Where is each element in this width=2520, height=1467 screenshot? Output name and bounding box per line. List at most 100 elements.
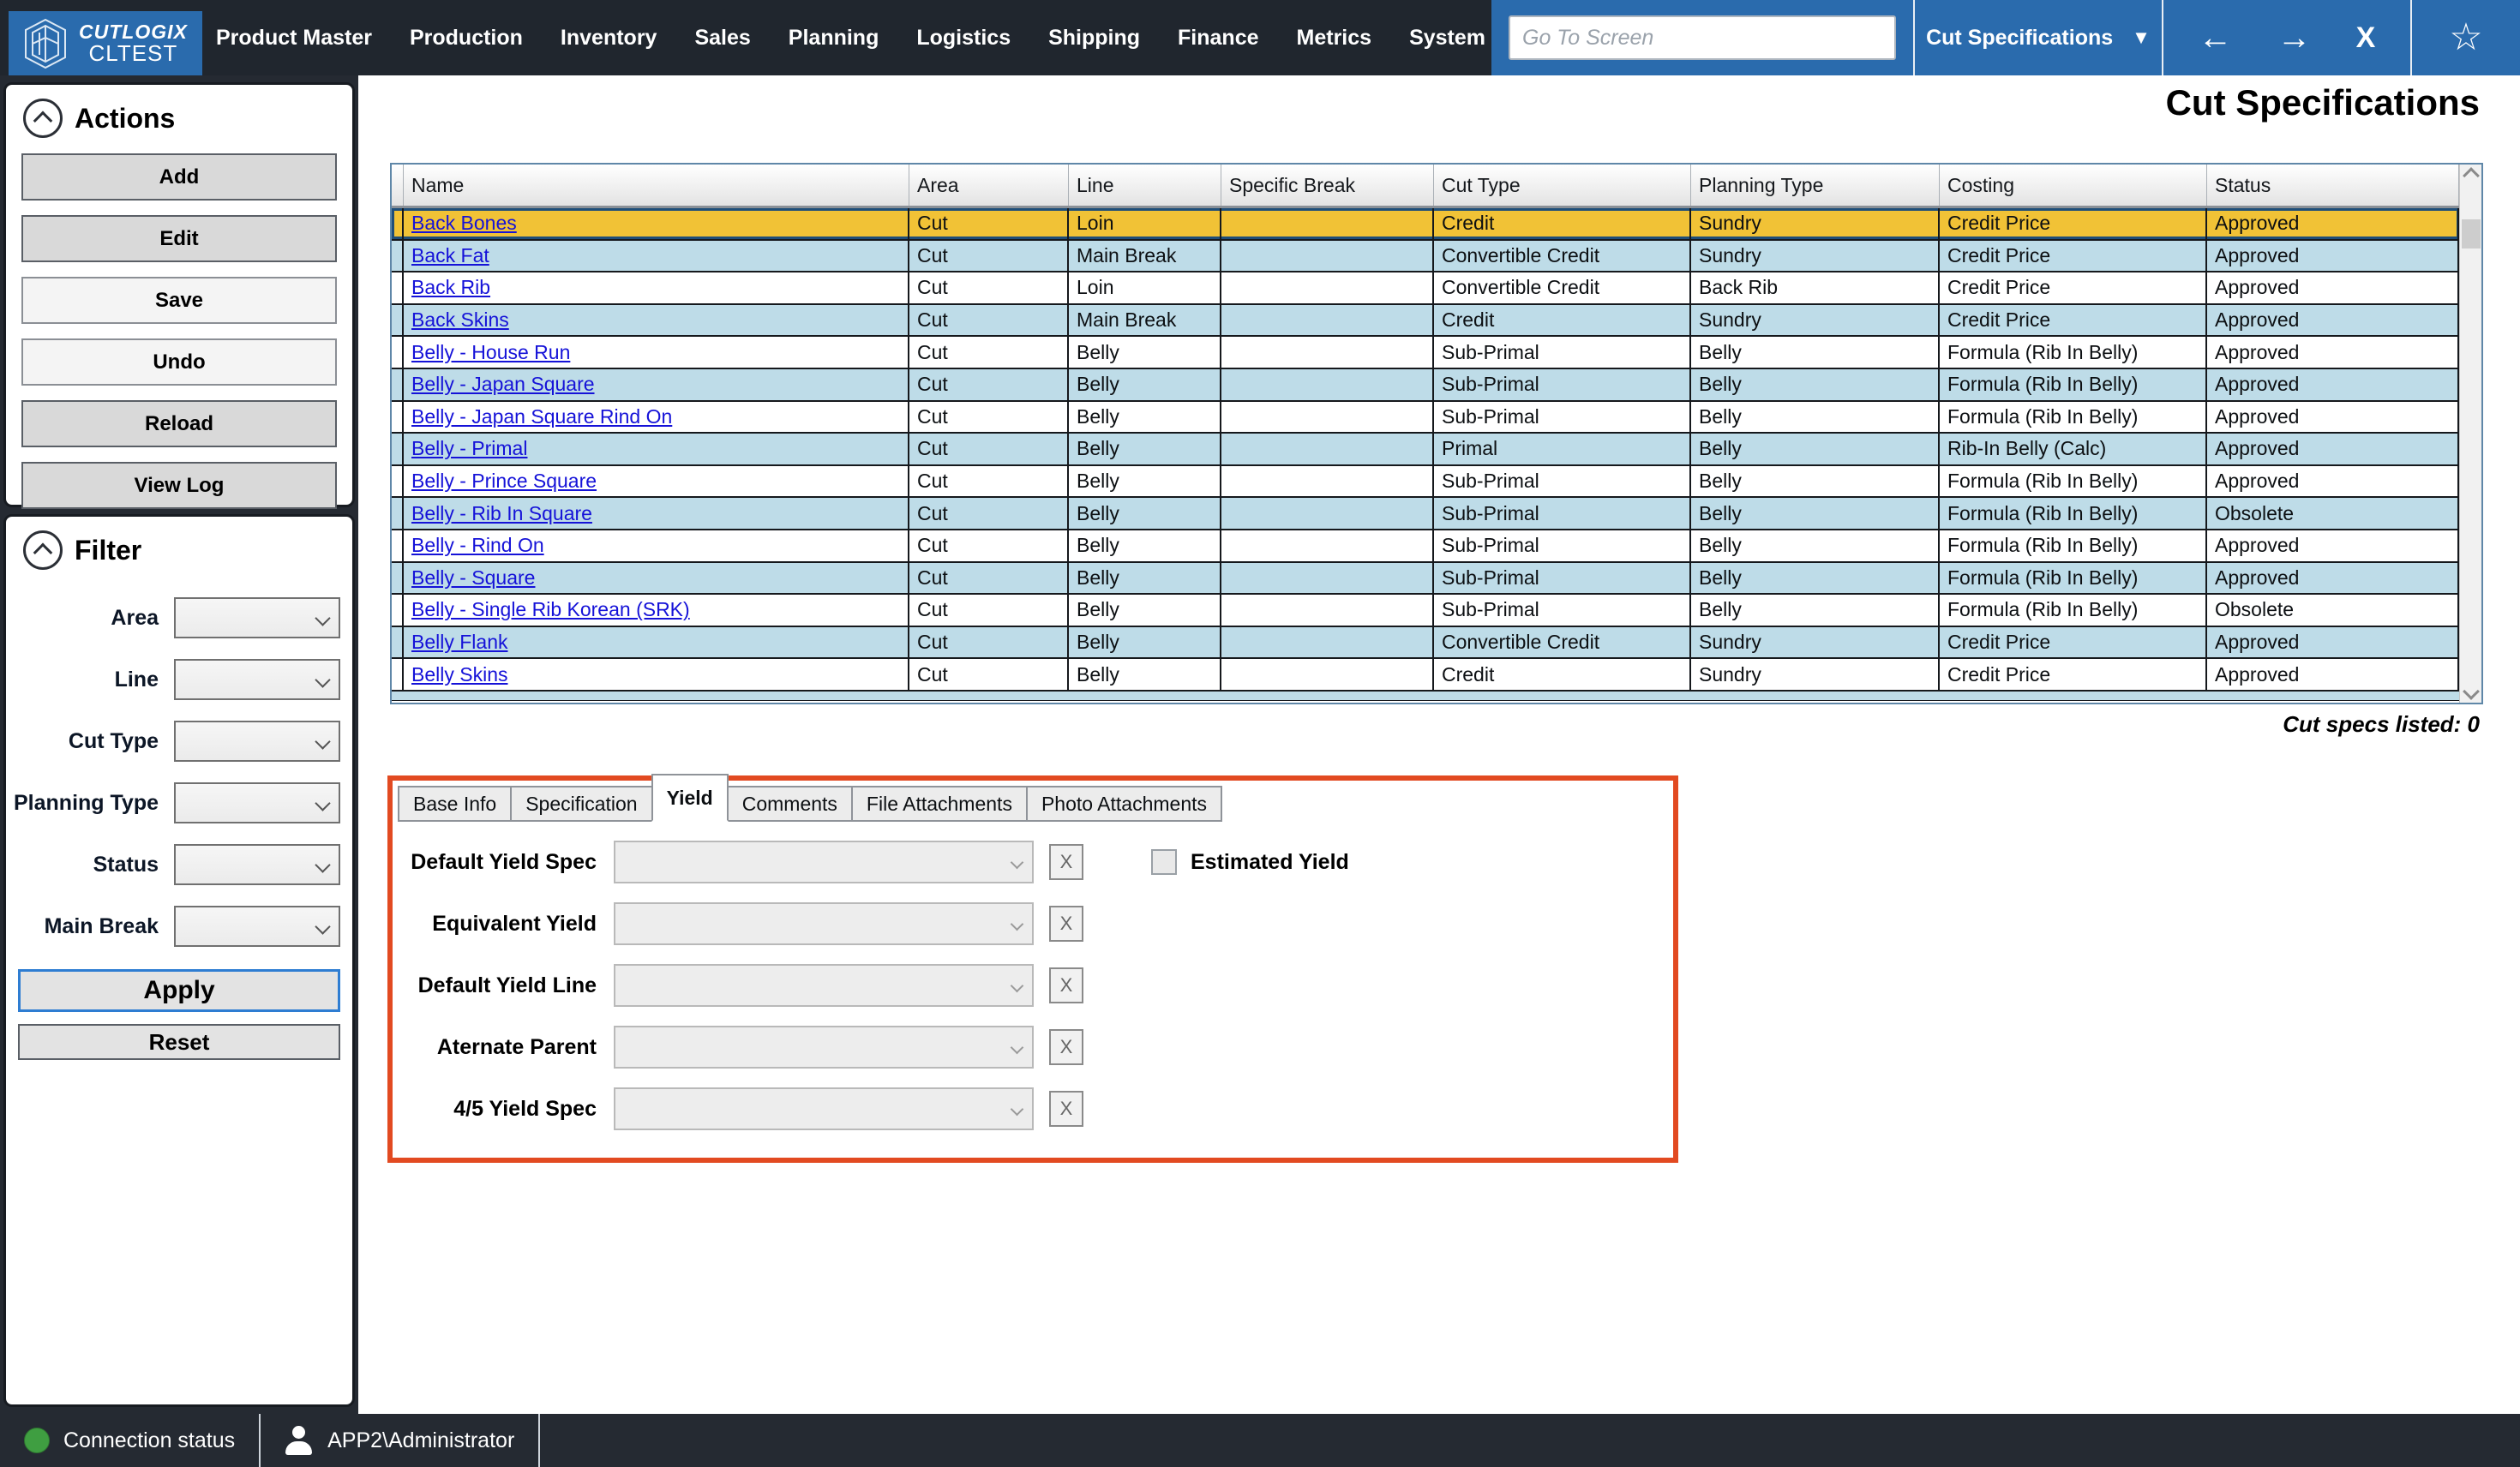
- reload-button[interactable]: Reload: [21, 400, 337, 447]
- cut-spec-link[interactable]: Belly Skins: [411, 662, 508, 686]
- back-arrow-icon[interactable]: ←: [2198, 19, 2233, 57]
- cut-spec-link[interactable]: Back Rib: [411, 276, 491, 299]
- table-row[interactable]: Belly - Prince Square Cut Belly Sub-Primal B…: [392, 465, 2459, 499]
- nav-item-planning[interactable]: Planning: [788, 25, 879, 50]
- column-header-line[interactable]: Line: [1069, 165, 1221, 206]
- table-row[interactable]: Belly - Single Rib Korean (SRK) Cut Belly S…: [392, 595, 2459, 627]
- screen-selector-dropdown[interactable]: Cut Specifications ▼: [1915, 26, 2162, 51]
- table-row[interactable]: Belly - Japan Square Cut Belly Sub-Primal Be…: [392, 368, 2459, 402]
- tab-file-attachments[interactable]: File Attachments: [850, 786, 1028, 822]
- column-header-area[interactable]: Area: [909, 165, 1069, 206]
- scroll-up-icon[interactable]: [2462, 167, 2480, 184]
- vertical-scrollbar[interactable]: [2459, 165, 2481, 703]
- nav-item-inventory[interactable]: Inventory: [560, 25, 657, 50]
- clear-default-yield-line-button[interactable]: X: [1049, 967, 1083, 1003]
- filter-area-select[interactable]: [174, 597, 340, 638]
- table-row[interactable]: Belly - Square Cut Belly Sub-Primal Belly For…: [392, 562, 2459, 596]
- cut-spec-link[interactable]: Belly - House Run: [411, 340, 571, 363]
- cut-spec-link[interactable]: Belly - Single Rib Korean (SRK): [411, 598, 690, 621]
- table-row[interactable]: Back Fat Cut Main Break Convertible Credit S…: [392, 240, 2459, 273]
- chevron-down-icon: [315, 671, 331, 688]
- filter-cut-type-select[interactable]: [174, 721, 340, 762]
- nav-item-metrics[interactable]: Metrics: [1296, 25, 1372, 50]
- table-row[interactable]: Belly - Primal Cut Belly Primal Belly Rib-In …: [392, 434, 2459, 466]
- save-button[interactable]: Save: [21, 277, 337, 324]
- tab-comments[interactable]: Comments: [726, 786, 853, 822]
- reset-button[interactable]: Reset: [18, 1024, 340, 1060]
- scrollbar-thumb[interactable]: [2462, 219, 2481, 248]
- tab-specification[interactable]: Specification: [510, 786, 653, 822]
- cut-spec-link[interactable]: Belly - Square: [411, 566, 536, 589]
- tab-base-info[interactable]: Base Info: [398, 786, 513, 822]
- column-header-planning-type[interactable]: Planning Type: [1691, 165, 1940, 206]
- apply-button[interactable]: Apply: [18, 969, 340, 1012]
- clear-4-5-yield-spec-button[interactable]: X: [1049, 1091, 1083, 1127]
- filter-main-break-select[interactable]: [174, 906, 340, 947]
- cut-spec-link[interactable]: Back Fat: [411, 243, 489, 266]
- filter-status-select[interactable]: [174, 844, 340, 885]
- table-row[interactable]: Belly Skins Cut Belly Credit Sundry Credit Pr…: [392, 659, 2459, 692]
- clear-aternate-parent-button[interactable]: X: [1049, 1029, 1083, 1065]
- add-button[interactable]: Add: [21, 153, 337, 201]
- area-cell: Cut: [909, 240, 1069, 272]
- cut-type-cell: Credit: [1434, 304, 1691, 336]
- table-row[interactable]: Back Bones Cut Loin Credit Sundry Credit Pric…: [392, 208, 2459, 241]
- favorite-star-icon[interactable]: ☆: [2449, 16, 2483, 58]
- goto-screen-input[interactable]: [1509, 15, 1896, 60]
- close-icon[interactable]: X: [2355, 21, 2376, 54]
- yield-form-row-default-yield-spec: Default Yield Spec X: [393, 841, 1673, 883]
- cut-spec-link[interactable]: Belly - Prince Square: [411, 470, 597, 493]
- nav-item-shipping[interactable]: Shipping: [1048, 25, 1141, 50]
- undo-button[interactable]: Undo: [21, 338, 337, 386]
- table-row[interactable]: Belly - Rind On Cut Belly Sub-Primal Belly Fo…: [392, 530, 2459, 563]
- table-row[interactable]: Back Rib Cut Loin Convertible Credit Back Ri…: [392, 272, 2459, 305]
- tab-photo-attachments[interactable]: Photo Attachments: [1025, 786, 1223, 822]
- column-header-costing[interactable]: Costing: [1940, 165, 2207, 206]
- column-header-specific-break[interactable]: Specific Break: [1221, 165, 1434, 206]
- table-row[interactable]: Belly - Japan Square Rind On Cut Belly Sub-…: [392, 401, 2459, 434]
- clear-equivalent-yield-button[interactable]: X: [1049, 906, 1083, 942]
- planning-type-cell: Sundry: [1691, 626, 1940, 658]
- nav-item-finance[interactable]: Finance: [1178, 25, 1259, 50]
- collapse-filter-icon[interactable]: [23, 530, 63, 570]
- tab-yield[interactable]: Yield: [651, 774, 729, 822]
- nav-item-sales[interactable]: Sales: [694, 25, 751, 50]
- column-header-name[interactable]: Name: [404, 165, 909, 206]
- cut-spec-link[interactable]: Belly - Japan Square: [411, 373, 595, 396]
- status-bar: Connection status APP2\Administrator: [0, 1414, 2520, 1467]
- nav-item-product-master[interactable]: Product Master: [216, 25, 372, 50]
- cut-spec-link[interactable]: Belly Flank: [411, 631, 508, 654]
- name-cell: Belly Skins: [404, 659, 909, 690]
- table-row[interactable]: Belly Flank Cut Belly Convertible Credit Sun…: [392, 626, 2459, 660]
- collapse-actions-icon[interactable]: [23, 99, 63, 138]
- nav-item-production[interactable]: Production: [409, 25, 523, 50]
- scroll-down-icon[interactable]: [2462, 683, 2480, 700]
- table-row[interactable]: Belly - House Run Cut Belly Sub-Primal Belly…: [392, 337, 2459, 369]
- row-indicator: [392, 498, 404, 529]
- cut-spec-link[interactable]: Back Bones: [411, 212, 517, 235]
- table-row[interactable]: Back Skins Cut Main Break Credit Sundry Credi…: [392, 304, 2459, 338]
- filter-line-select[interactable]: [174, 659, 340, 700]
- cut-spec-link[interactable]: Belly - Rind On: [411, 534, 544, 557]
- default-yield-line-select[interactable]: [614, 964, 1034, 1007]
- 4-5-yield-spec-select[interactable]: [614, 1087, 1034, 1130]
- cut-spec-link[interactable]: Belly - Japan Square Rind On: [411, 404, 673, 428]
- cut-spec-link[interactable]: Belly - Primal: [411, 437, 528, 460]
- aternate-parent-select[interactable]: [614, 1026, 1034, 1069]
- equivalent-yield-select[interactable]: [614, 902, 1034, 945]
- nav-item-system[interactable]: System: [1409, 25, 1486, 50]
- cut-spec-link[interactable]: Belly - Rib In Square: [411, 501, 592, 524]
- row-indicator: [392, 562, 404, 594]
- nav-item-logistics[interactable]: Logistics: [916, 25, 1011, 50]
- forward-arrow-icon[interactable]: →: [2277, 19, 2312, 57]
- default-yield-spec-select[interactable]: [614, 841, 1034, 883]
- edit-button[interactable]: Edit: [21, 215, 337, 262]
- estimated-yield-checkbox[interactable]: [1151, 849, 1177, 875]
- view-log-button[interactable]: View Log: [21, 462, 337, 509]
- filter-planning-type-select[interactable]: [174, 782, 340, 823]
- column-header-cut-type[interactable]: Cut Type: [1434, 165, 1691, 206]
- column-header-status[interactable]: Status: [2207, 165, 2459, 206]
- clear-default-yield-spec-button[interactable]: X: [1049, 844, 1083, 880]
- table-row[interactable]: Belly - Rib In Square Cut Belly Sub-Primal B…: [392, 498, 2459, 530]
- cut-spec-link[interactable]: Back Skins: [411, 308, 509, 332]
